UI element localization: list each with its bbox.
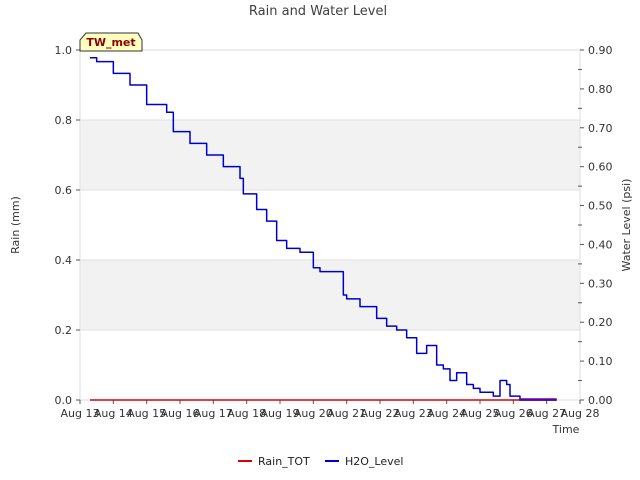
background-band [80,260,580,330]
x-tick-label: Aug 23 [394,407,433,420]
y-left-tick-label: 0.2 [55,324,73,337]
y-left-tick-label: 0.8 [55,114,73,127]
x-tick-label: Aug 18 [227,407,266,420]
station-label: TW_met [86,36,135,49]
y-right-tick-label: 0.90 [588,44,613,57]
series-line-h2o-level [90,57,557,401]
y-right-tick-label: 0.30 [588,277,613,290]
x-tick-label: Aug 28 [561,407,600,420]
x-tick-label: Aug 20 [294,407,333,420]
plot-area [79,49,581,401]
x-tick-label: Aug 26 [494,407,533,420]
x-tick-label: Aug 17 [194,407,233,420]
y-right-tick-label: 0.10 [588,355,613,368]
y-axis-left-label: Rain (mm) [9,196,22,254]
x-tick-label: Aug 21 [327,407,366,420]
y-axis-right-label: Water Level (psi) [620,179,633,272]
x-tick-label: Aug 19 [261,407,300,420]
y-right-tick-label: 0.00 [588,394,613,407]
y-right-tick-label: 0.80 [588,83,613,96]
y-right-tick-label: 0.60 [588,161,613,174]
x-axis-label: Time [552,423,580,436]
y-left-tick-label: 1.0 [55,44,73,57]
x-tick-label: Aug 16 [161,407,200,420]
y-left-tick-label: 0.0 [55,394,73,407]
x-tick-label: Aug 22 [361,407,400,420]
legend-label-rain-tot: Rain_TOT [258,455,310,468]
y-left-tick-label: 0.4 [55,254,73,267]
y-right-tick-label: 0.40 [588,238,613,251]
x-tick-label: Aug 13 [61,407,100,420]
y-right-tick-label: 0.20 [588,316,613,329]
background-band [80,120,580,190]
x-tick-label: Aug 24 [427,407,466,420]
x-tick-label: Aug 15 [127,407,166,420]
x-tick-label: Aug 14 [94,407,133,420]
y-right-tick-label: 0.50 [588,200,613,213]
y-left-tick-label: 0.6 [55,184,73,197]
x-tick-label: Aug 25 [461,407,500,420]
legend: Rain_TOT H2O_Level [238,455,403,468]
y-right-tick-label: 0.70 [588,122,613,135]
legend-label-h2o-level: H2O_Level [345,455,403,468]
x-tick-label: Aug 27 [527,407,566,420]
chart-title: Rain and Water Level [249,4,387,19]
station-badge: TW_met [79,32,143,52]
